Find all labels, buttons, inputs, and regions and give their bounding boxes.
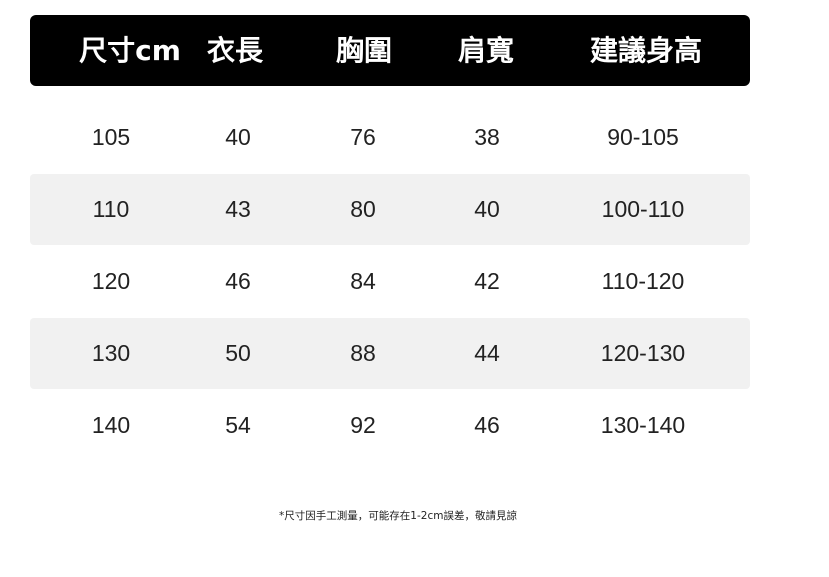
table-cell: 105 [91,124,131,150]
table-cell: 80 [350,196,376,222]
table-cell: 84 [350,268,376,294]
table-cell: 120-130 [600,340,686,366]
table-cell: 54 [225,412,251,438]
table-row: 105 40 76 38 90-105 [30,102,750,173]
table-cell: 88 [350,340,376,366]
table-cell: 140 [91,412,131,438]
table-cell: 40 [225,124,251,150]
table-cell: 92 [350,412,376,438]
table-cell: 50 [225,340,251,366]
table-row: 130 50 88 44 120-130 [30,318,750,389]
table-cell: 42 [474,268,500,294]
table-row: 140 54 92 46 130-140 [30,390,750,461]
table-cell: 46 [225,268,251,294]
table-cell: 100-110 [601,196,685,222]
footnote: *尺寸因手工測量，可能存在1-2cm誤差，敬請見諒 [279,510,517,522]
table-cell: 40 [474,196,500,222]
table-row: 110 43 80 40 100-110 [30,174,750,245]
table-header: 尺寸cm 衣長 胸圍 肩寬 建議身高 [30,15,750,86]
table-cell: 38 [474,124,500,150]
table-cell: 130 [91,340,131,366]
table-cell: 110 [92,196,130,222]
table-cell: 130-140 [600,412,686,438]
table-cell: 44 [474,340,500,366]
column-header: 胸圍 [335,34,393,67]
table-cell: 110-120 [601,268,685,294]
table-cell: 46 [474,412,500,438]
column-header: 衣長 [206,34,264,67]
table-row: 120 46 84 42 110-120 [30,246,750,317]
table-cell: 43 [225,196,251,222]
table-cell: 76 [350,124,376,150]
table-cell: 90-105 [607,124,679,150]
column-header: 建議身高 [589,34,703,67]
table-cell: 120 [91,268,131,294]
column-header: 尺寸cm [79,34,181,67]
column-header: 肩寬 [457,34,515,67]
